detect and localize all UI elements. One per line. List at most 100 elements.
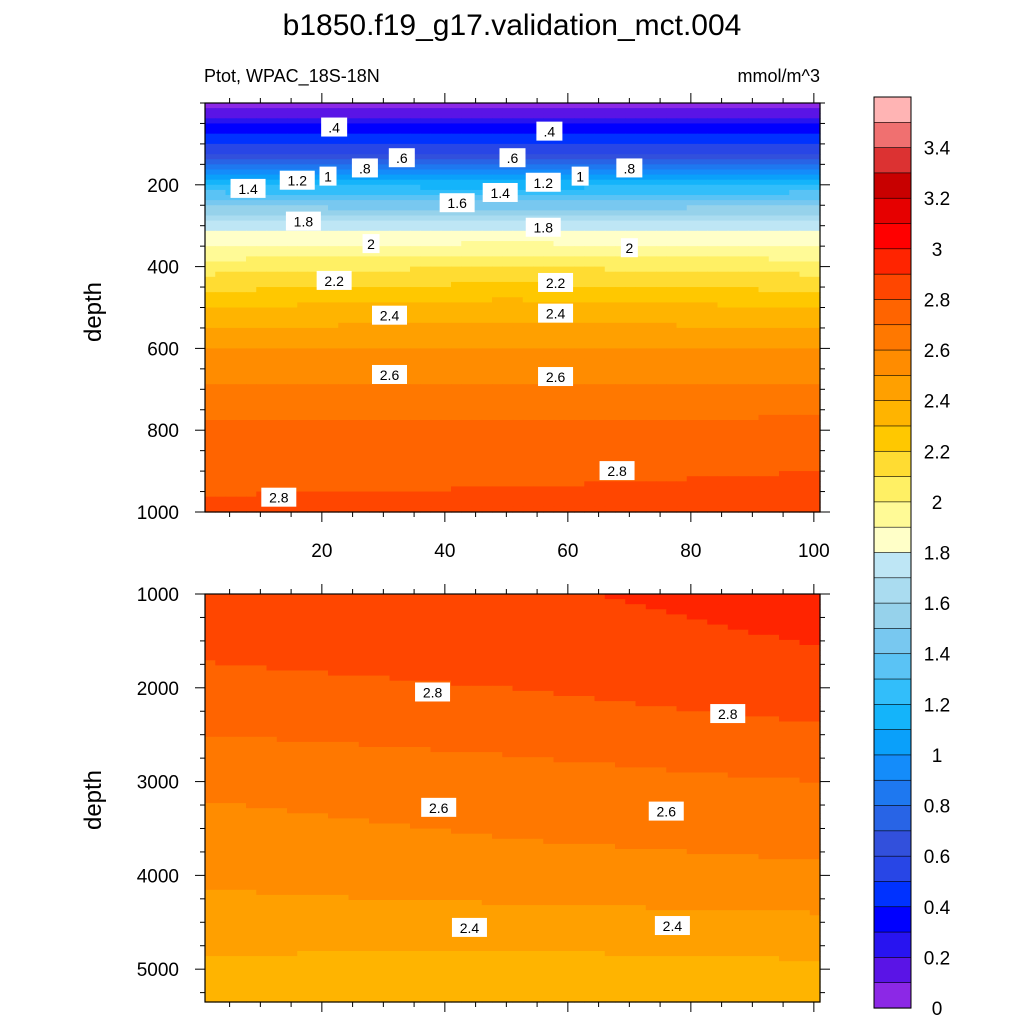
field-cell: [492, 292, 503, 298]
field-cell: [522, 205, 534, 211]
field-cell: [574, 358, 585, 365]
field-cell: [215, 302, 227, 309]
field-cell: [502, 476, 514, 482]
subtitle-left: Ptot, WPAC_18S-18N: [204, 66, 380, 87]
field-cell: [266, 200, 278, 206]
field-cell: [451, 159, 462, 165]
field-cell: [738, 501, 749, 508]
field-cell: [707, 220, 719, 227]
field-cell: [317, 261, 329, 268]
field-cell: [779, 189, 790, 196]
field-cell: [779, 491, 790, 498]
field-cell: [768, 200, 780, 206]
field-cell: [338, 184, 350, 191]
contour-label-text: .6: [396, 150, 408, 166]
field-cell: [235, 225, 247, 232]
field-cell: [502, 235, 514, 242]
field-cell: [287, 276, 298, 283]
field-cell: [276, 215, 288, 222]
field-cell: [420, 481, 432, 488]
field-cell: [656, 435, 667, 442]
field-cell: [768, 450, 780, 457]
field-cell: [338, 394, 350, 401]
field-cell: [697, 455, 708, 462]
field-cell: [758, 174, 770, 181]
field-cell: [481, 302, 493, 309]
field-cell: [225, 220, 237, 227]
field-cell: [594, 235, 606, 242]
field-cell: [512, 465, 524, 472]
field-cell: [717, 496, 729, 503]
field-cell: [502, 138, 514, 145]
field-cell: [451, 435, 462, 442]
field-cell: [317, 389, 329, 396]
field-cell: [492, 230, 503, 237]
field-cell: [768, 154, 780, 160]
field-cell: [235, 491, 247, 498]
field-cell: [645, 373, 657, 380]
field-cell: [461, 215, 473, 222]
x-tick-label: 40: [434, 541, 455, 562]
field-cell: [205, 460, 216, 467]
field-cell: [686, 399, 698, 406]
field-cell: [492, 215, 503, 222]
field-cell: [738, 399, 749, 406]
field-cell: [399, 210, 411, 217]
field-cell: [225, 481, 237, 488]
field-cell: [420, 241, 432, 247]
field-cell: [492, 445, 503, 452]
field-cell: [410, 465, 421, 472]
field-cell: [410, 394, 421, 401]
field-cell: [225, 333, 237, 339]
field-cell: [748, 118, 760, 125]
field-cell: [594, 358, 606, 365]
field-cell: [615, 276, 626, 283]
field-cell: [317, 297, 329, 303]
field-cell: [574, 409, 585, 416]
field-cell: [615, 281, 626, 288]
field-cell: [799, 419, 811, 426]
field-cell: [389, 506, 401, 513]
field-cell: [645, 353, 657, 360]
field-cell: [246, 220, 257, 227]
field-cell: [338, 154, 350, 160]
field-cell: [625, 348, 637, 355]
field-cell: [307, 373, 319, 380]
field-cell: [502, 430, 514, 436]
field-cell: [594, 506, 606, 513]
field-cell: [656, 261, 667, 268]
field-cell: [338, 368, 350, 375]
field-cell: [758, 205, 770, 211]
field-cell: [717, 501, 729, 508]
field-cell: [225, 450, 237, 457]
field-cell: [809, 307, 821, 314]
field-cell: [451, 353, 462, 360]
field-cell: [656, 353, 667, 360]
field-cell: [287, 297, 298, 303]
field-cell: [717, 251, 729, 257]
field-cell: [686, 149, 698, 155]
field-cell: [707, 501, 719, 508]
field-cell: [317, 338, 329, 344]
field-cell: [738, 394, 749, 401]
field-cell: [512, 225, 524, 232]
field-cell: [389, 496, 401, 503]
field-cell: [502, 394, 514, 401]
field-cell: [471, 455, 483, 462]
field-cell: [543, 399, 555, 406]
field-cell: [707, 271, 719, 278]
field-cell: [287, 419, 298, 426]
field-cell: [297, 394, 309, 401]
contour-label: 2.6: [372, 364, 407, 384]
field-cell: [440, 174, 452, 181]
field-cell: [246, 123, 257, 130]
field-cell: [645, 184, 657, 191]
field-cell: [748, 138, 760, 145]
field-cell: [287, 235, 298, 242]
field-cell: [594, 266, 606, 273]
field-cell: [666, 118, 678, 125]
field-cell: [635, 440, 647, 447]
field-cell: [768, 220, 780, 227]
field-cell: [461, 179, 473, 186]
field-cell: [563, 409, 575, 416]
